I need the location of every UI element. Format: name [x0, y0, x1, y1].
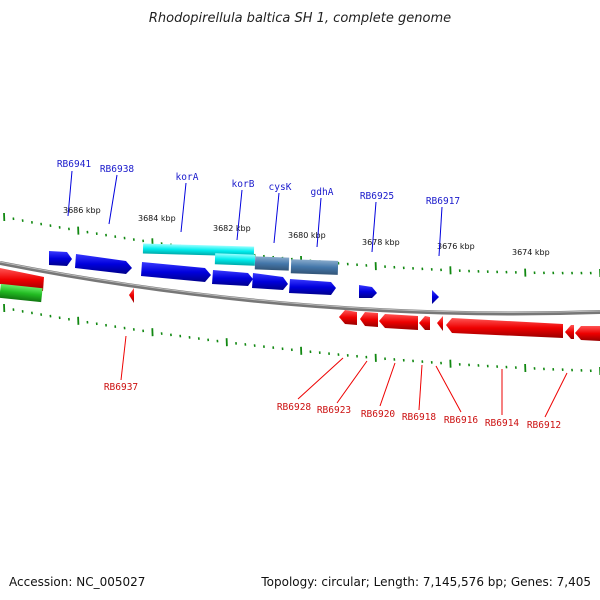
gene-arrow-forward[interactable] — [359, 285, 377, 298]
connector-line — [379, 362, 396, 407]
highlight-bar-steel[interactable] — [254, 256, 290, 271]
connector-line — [544, 372, 568, 418]
label-connectors — [67, 170, 568, 418]
gene-label[interactable]: RB6918 — [402, 412, 437, 423]
gene-label[interactable]: RB6916 — [444, 415, 479, 426]
gene-arrow-reverse[interactable] — [360, 312, 378, 327]
highlight-bar-steel[interactable] — [290, 259, 339, 275]
gene-arrow-forward[interactable] — [289, 279, 336, 295]
connector-line — [108, 174, 118, 225]
connector-line — [67, 170, 73, 217]
genome-backbone-highlight — [0, 261, 600, 313]
ruler-label: 3686 kbp — [63, 206, 101, 215]
gene-label[interactable]: RB6923 — [317, 405, 351, 416]
gene-arrow-reverse[interactable] — [446, 318, 563, 338]
gene-arrow-reverse[interactable] — [419, 316, 430, 330]
gene-label[interactable]: RB6920 — [361, 409, 396, 420]
ruler-label: 3674 kbp — [512, 248, 550, 257]
ruler-label: 3682 kbp — [213, 224, 251, 233]
forward-gene-labels: RB6941 RB6938 korA korB cysK gdhA RB6925… — [57, 159, 460, 207]
connector-line — [438, 206, 443, 257]
genome-summary-text: Topology: circular; Length: 7,145,576 bp… — [260, 575, 591, 589]
gene-arrow-forward[interactable] — [212, 270, 253, 286]
connector-line — [418, 364, 423, 411]
highlight-regions — [142, 243, 339, 275]
gene-label[interactable]: RB6925 — [360, 191, 394, 202]
gene-arrow-reverse[interactable] — [129, 288, 134, 303]
gene-arrow-forward[interactable] — [252, 273, 288, 290]
ruler-labels: 3686 kbp 3684 kbp 3682 kbp 3680 kbp 3678… — [63, 206, 550, 257]
connector-line — [120, 335, 127, 381]
gene-label[interactable]: RB6917 — [426, 196, 460, 207]
gene-arrow-reverse[interactable] — [437, 316, 443, 331]
connector-line — [435, 365, 462, 413]
gene-arrow-reverse[interactable] — [379, 314, 418, 330]
connector-line — [180, 182, 187, 233]
connector-line — [371, 201, 377, 253]
inner-tick-track — [3, 303, 600, 376]
gene-arrow-reverse[interactable] — [565, 325, 574, 339]
gene-arrow-forward[interactable] — [49, 251, 72, 266]
connector-line — [273, 192, 280, 244]
gene-label[interactable]: RB6928 — [277, 402, 312, 413]
gene-arrow-forward[interactable] — [75, 254, 132, 274]
ruler-label: 3680 kbp — [288, 231, 326, 240]
forward-strand-genes — [49, 251, 439, 304]
gene-arrow-reverse[interactable] — [575, 326, 600, 341]
gene-label[interactable]: RB6938 — [100, 164, 135, 175]
map-title: Rhodopirellula baltica SH 1, complete ge… — [149, 11, 451, 26]
genome-backbone — [0, 261, 600, 316]
gene-label[interactable]: gdhA — [311, 187, 334, 198]
reverse-strand-genes — [0, 268, 600, 341]
gene-label[interactable]: korA — [176, 172, 199, 183]
connector-line — [336, 360, 368, 404]
gene-label[interactable]: RB6912 — [527, 420, 561, 431]
highlight-bar-cyan[interactable] — [214, 253, 256, 266]
gene-arrow-forward[interactable] — [141, 262, 211, 282]
other-features — [0, 283, 43, 303]
gene-arrow-forward[interactable] — [432, 290, 439, 304]
feature-bar-green[interactable] — [0, 283, 43, 303]
gene-label[interactable]: korB — [232, 179, 255, 190]
gene-label[interactable]: RB6941 — [57, 159, 92, 170]
gene-label[interactable]: cysK — [269, 182, 292, 193]
ruler-label: 3684 kbp — [138, 214, 176, 223]
connector-line — [236, 189, 243, 241]
ruler-label: 3678 kbp — [362, 238, 400, 247]
ruler-label: 3676 kbp — [437, 242, 475, 251]
gene-arrow-reverse[interactable] — [339, 310, 357, 325]
connector-line — [316, 197, 322, 248]
connector-line — [297, 357, 344, 400]
highlight-bar-cyan[interactable] — [142, 243, 255, 257]
gene-label[interactable]: RB6937 — [104, 382, 138, 393]
reverse-gene-labels: RB6937 RB6928 RB6923 RB6920 RB6918 RB691… — [104, 382, 561, 431]
accession-text: Accession: NC_005027 — [9, 575, 145, 589]
gene-label[interactable]: RB6914 — [485, 418, 520, 429]
